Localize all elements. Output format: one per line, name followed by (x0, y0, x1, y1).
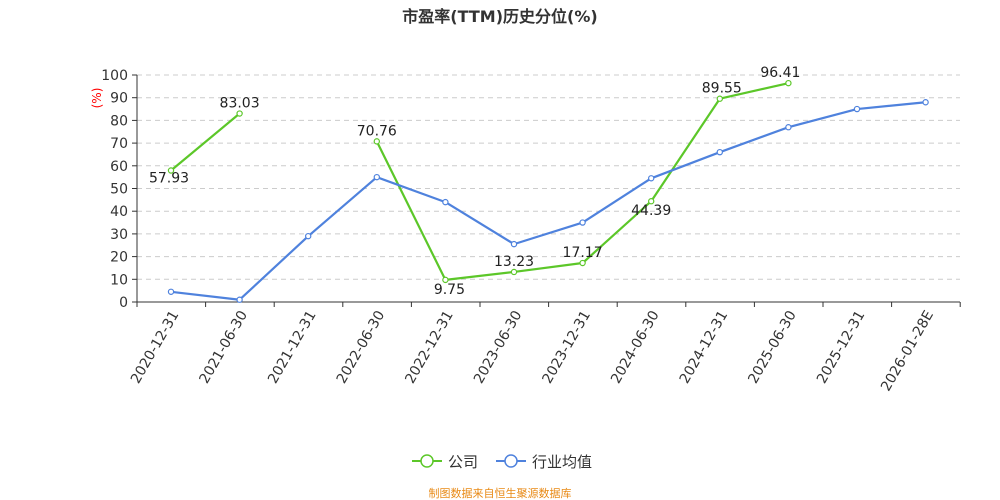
x-tick-label: 2025-12-31 (814, 308, 869, 386)
x-tick-label: 2022-06-30 (334, 308, 389, 386)
x-tick-label: 2023-12-31 (540, 308, 595, 386)
data-point[interactable] (236, 110, 243, 117)
y-tick-label: 90 (110, 91, 128, 107)
y-tick-label: 70 (110, 136, 128, 152)
data-label: 17.17 (563, 245, 603, 261)
data-point[interactable] (305, 232, 312, 240)
x-tick-label: 2025-06-30 (745, 308, 800, 386)
data-point[interactable] (510, 268, 518, 276)
data-point[interactable] (442, 198, 449, 206)
legend-marker (504, 454, 518, 468)
data-label: 9.75 (434, 282, 465, 298)
x-tick-label: 2024-06-30 (608, 308, 663, 386)
legend-marker (420, 454, 434, 468)
y-tick-label: 0 (119, 295, 128, 311)
data-point[interactable] (579, 219, 586, 226)
data-point[interactable] (853, 105, 861, 113)
y-axis-label: (%) (90, 88, 104, 109)
y-tick-label: 100 (101, 68, 128, 84)
x-tick-label: 2021-06-30 (197, 308, 252, 386)
legend-label: 公司 (448, 453, 478, 471)
data-point[interactable] (579, 259, 586, 267)
data-label: 70.76 (357, 123, 397, 139)
data-point[interactable] (373, 173, 380, 181)
grid-lines (137, 74, 960, 280)
x-tick-label: 2020-12-31 (128, 308, 183, 386)
data-point[interactable] (510, 240, 518, 248)
y-tick-label: 20 (110, 250, 128, 266)
data-point[interactable] (922, 99, 929, 106)
data-point[interactable] (167, 167, 175, 174)
y-tick-label: 80 (110, 113, 128, 129)
data-point[interactable] (785, 124, 792, 131)
x-tick-label: 2022-12-31 (402, 308, 457, 386)
data-point[interactable] (716, 148, 724, 156)
series-line (170, 112, 241, 172)
data-point[interactable] (167, 288, 175, 295)
series-lines (167, 79, 929, 303)
legend-item[interactable]: 公司 (412, 453, 478, 471)
y-tick-label: 30 (110, 227, 128, 243)
x-tick-label: 2021-12-31 (265, 308, 320, 386)
data-point[interactable] (716, 95, 724, 102)
x-tick-label: 2023-06-30 (471, 308, 526, 386)
data-labels: 57.93 83.03 70.76 9.75 13.23 17.17 44.39 89.55 9… (149, 65, 800, 298)
data-label: 96.41 (760, 65, 800, 81)
legend[interactable]: 公司 行业均值 (412, 453, 592, 471)
data-point[interactable] (442, 276, 449, 284)
data-label: 83.03 (220, 96, 260, 112)
data-point[interactable] (648, 198, 655, 205)
data-point[interactable] (373, 138, 380, 145)
legend-label: 行业均值 (532, 453, 592, 471)
legend-item[interactable]: 行业均值 (496, 453, 592, 471)
series-line (170, 101, 926, 301)
data-label: 57.93 (149, 170, 189, 186)
y-tick-label: 60 (110, 159, 128, 175)
data-label: 89.55 (702, 81, 742, 97)
chart-title: 市盈率(TTM)历史分位(%) (402, 7, 597, 26)
y-tick-label: 40 (110, 204, 128, 220)
data-point[interactable] (648, 175, 655, 182)
x-tick-label: 2024-12-31 (677, 308, 732, 386)
data-point[interactable] (236, 296, 243, 303)
data-label: 13.23 (494, 254, 534, 270)
y-tick-label: 10 (110, 272, 128, 288)
data-point[interactable] (785, 79, 792, 87)
data-label: 44.39 (631, 203, 671, 219)
x-tick-label: 2026-01-28E (878, 308, 937, 394)
source-note: 制图数据来自恒生聚源数据库 (429, 486, 572, 500)
y-tick-label: 50 (110, 182, 128, 198)
